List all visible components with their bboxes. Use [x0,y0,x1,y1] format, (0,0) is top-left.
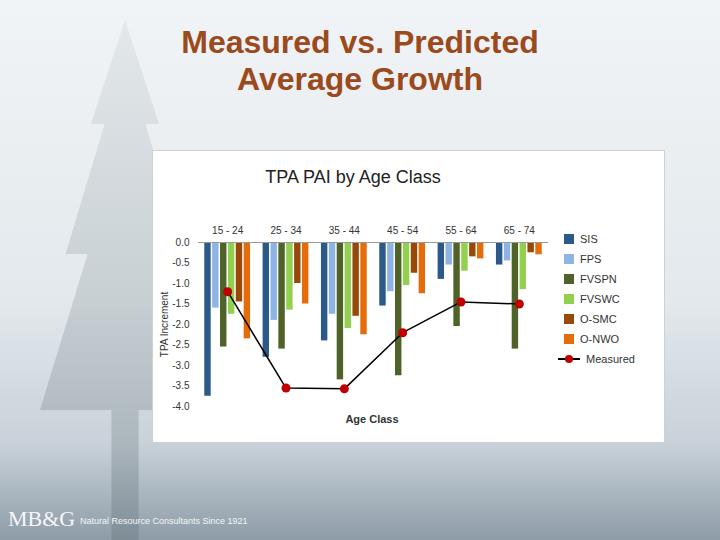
html-text:SIS: SIS [580,233,598,245]
svg-text:35 - 44: 35 - 44 [329,225,361,236]
html-text:Measured vs. Predicted Average: Measured vs. Predicted Average Growth [181,24,539,97]
svg-text:-4.0: -4.0 [172,401,190,412]
svg-text:-1.5: -1.5 [172,298,190,309]
html-text:FVSWC: FVSWC [580,293,620,305]
svg-text:15 - 24: 15 - 24 [212,225,244,236]
html-text:FVSPN: FVSPN [580,273,617,285]
svg-text:25 - 34: 25 - 34 [270,225,302,236]
html-text:TPA PAI by Age Class: TPA PAI by Age Class [265,167,441,187]
svg-text:TPA Increment: TPA Increment [159,292,170,358]
svg-text:-1.0: -1.0 [172,278,190,289]
html-text:Age Class: Age Class [345,413,399,425]
html-text:O-SMC: O-SMC [580,313,617,325]
svg-text:0.0: 0.0 [176,237,190,248]
svg-text:-2.5: -2.5 [172,339,190,350]
html-text:Natural Resource Consultants S: Natural Resource Consultants Since 1921 [80,516,248,526]
html-text:O-NWO: O-NWO [580,333,620,345]
svg-text:-3.5: -3.5 [172,380,190,391]
svg-text:-2.0: -2.0 [172,319,190,330]
svg-text:-0.5: -0.5 [172,257,190,268]
svg-text:45 - 54: 45 - 54 [387,225,419,236]
svg-text:55 - 64: 55 - 64 [445,225,477,236]
html-text:MB&G: MB&G [8,506,76,531]
svg-text:-3.0: -3.0 [172,360,190,371]
html-text:FPS: FPS [580,253,602,265]
html-text:Measured: Measured [586,353,635,365]
svg-text:65 - 74: 65 - 74 [504,225,536,236]
